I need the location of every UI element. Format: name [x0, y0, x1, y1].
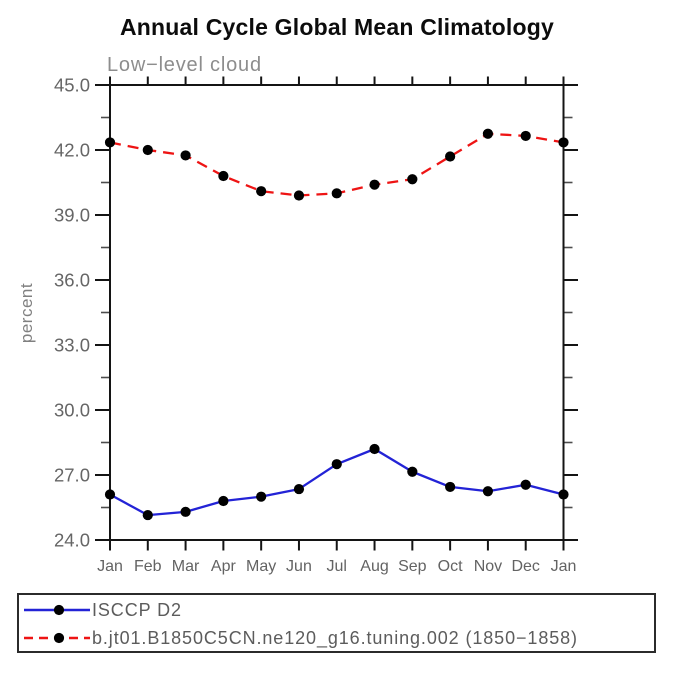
legend-item-model: b.jt01.B1850C5CN.ne120_g16.tuning.002 (1…	[23, 628, 578, 648]
svg-text:Jan: Jan	[97, 558, 123, 575]
svg-text:30.0: 30.0	[54, 400, 90, 421]
legend-item-obs: ISCCP D2	[23, 600, 182, 620]
svg-text:Aug: Aug	[360, 558, 388, 575]
svg-text:Dec: Dec	[511, 558, 539, 575]
svg-text:Jun: Jun	[286, 558, 312, 575]
svg-text:36.0: 36.0	[54, 270, 90, 291]
legend-box: ISCCP D2 b.jt01.B1850C5CN.ne120_g16.tuni…	[17, 593, 656, 653]
chart-title: Annual Cycle Global Mean Climatology	[119, 14, 555, 40]
svg-text:Jan: Jan	[551, 558, 577, 575]
svg-text:45.0: 45.0	[54, 75, 90, 96]
svg-text:Sep: Sep	[398, 558, 427, 575]
chart-subtitle: Low−level cloud	[107, 54, 262, 76]
svg-text:Nov: Nov	[474, 558, 502, 575]
legend-obs-label: ISCCP D2	[92, 599, 182, 620]
svg-text:Oct: Oct	[438, 558, 463, 575]
svg-text:39.0: 39.0	[54, 205, 90, 226]
svg-text:May: May	[246, 558, 276, 575]
legend-model-label: b.jt01.B1850C5CN.ne120_g16.tuning.002 (1…	[92, 627, 578, 648]
model-line-sample-icon	[24, 632, 90, 644]
svg-text:Mar: Mar	[172, 558, 200, 575]
svg-text:24.0: 24.0	[54, 530, 90, 551]
svg-text:33.0: 33.0	[54, 335, 90, 356]
svg-text:27.0: 27.0	[54, 465, 90, 486]
svg-text:Jul: Jul	[327, 558, 347, 575]
obs-line-sample-icon	[24, 604, 90, 616]
svg-text:42.0: 42.0	[54, 140, 90, 161]
svg-text:Feb: Feb	[134, 558, 162, 575]
svg-text:Apr: Apr	[211, 558, 237, 575]
